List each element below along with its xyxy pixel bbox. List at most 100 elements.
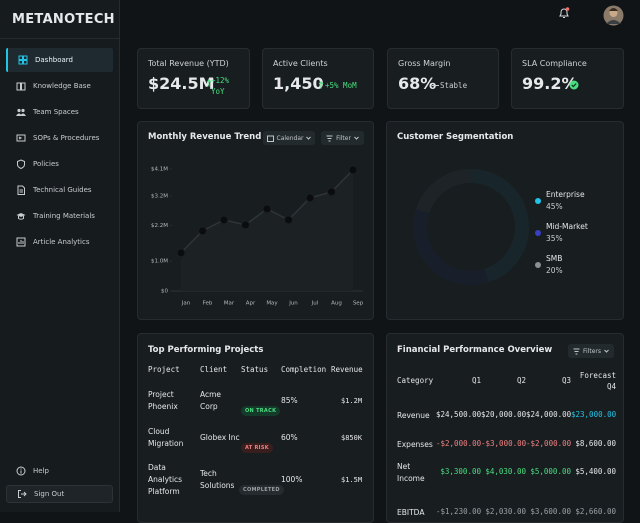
- nav-item[interactable]: SOPs & Procedures: [6, 126, 113, 150]
- cell: $5,400.00: [575, 467, 616, 476]
- x-tick-label: Jun: [288, 301, 298, 307]
- legend-swatch: [535, 198, 541, 204]
- kpi-card: Total Revenue (YTD) $24.5M +12% YoY: [137, 48, 250, 109]
- button-label: Filters: [583, 347, 601, 355]
- cell: Cloud Migration: [148, 427, 184, 448]
- sign-out-button[interactable]: Sign Out: [6, 485, 113, 503]
- cell: $20,000.00: [481, 410, 527, 419]
- nav-item[interactable]: Article Analytics: [6, 230, 113, 254]
- button-label: Calendar: [276, 134, 304, 142]
- page: Metanotech Dashboard {"brand": "METANOTE…: [0, 0, 624, 523]
- nav-item[interactable]: Dashboard: [6, 48, 113, 72]
- column-header: Q2: [516, 376, 526, 385]
- cell: $4,030.00: [485, 467, 526, 476]
- help-link[interactable]: Help: [6, 459, 113, 483]
- nav-label: Sign Out: [34, 490, 65, 498]
- legend-value: 45%: [546, 202, 563, 211]
- x-tick-label: Jan: [181, 301, 191, 307]
- icon: [17, 185, 25, 195]
- legend-label: Enterprise: [546, 190, 585, 199]
- up-arrow: [206, 79, 212, 87]
- badge-text: ON TRACK: [241, 406, 281, 416]
- nav-label: Policies: [33, 160, 59, 168]
- icon: [18, 490, 27, 498]
- nav-label: Training Materials: [33, 212, 95, 220]
- cell: -$3,000.00: [481, 439, 527, 448]
- cell: $1.2M: [341, 397, 363, 405]
- cell: $5,000.00: [530, 467, 571, 476]
- chevron: [354, 136, 359, 140]
- legend-swatch: [535, 230, 541, 236]
- line-chart: $0 $1.0M $2.2M $3.2M $4.1M Jan Feb Mar Apr May Jun…: [151, 165, 364, 307]
- brand[interactable]: METANOTECH: [12, 12, 115, 27]
- financial-card: Financial Performance Overview Filters C…: [386, 333, 624, 523]
- cell: Data Analytics Platform: [148, 463, 183, 496]
- column-header: Forecast Q4: [579, 371, 616, 391]
- card-title: Top Performing Projects: [148, 345, 264, 355]
- kpi-value: $24.5M: [148, 74, 215, 93]
- column-header: Client: [200, 365, 228, 374]
- y-tick-label: $2.2M: [151, 223, 168, 229]
- nav-label: Knowledge Base: [33, 82, 91, 90]
- icon: [326, 135, 333, 141]
- donut-segment: [415, 169, 472, 214]
- cell: $24,500.00: [436, 410, 482, 419]
- card-title: Financial Performance Overview: [397, 345, 553, 355]
- x-tick-label: Feb: [203, 301, 213, 307]
- segmentation-card: Customer Segmentation Enterprise 45% Mid-M…: [386, 121, 624, 320]
- legend-swatch: [535, 262, 541, 268]
- nav-label: Technical Guides: [33, 186, 92, 194]
- point: [198, 226, 207, 236]
- icon: [16, 237, 26, 247]
- nav-item[interactable]: Knowledge Base: [6, 74, 113, 98]
- avatar[interactable]: [603, 5, 624, 26]
- icon: [16, 466, 26, 476]
- x-tick-label: Sep: [353, 301, 364, 307]
- nav-label: Help: [33, 467, 49, 475]
- cell: -$2,000.00: [436, 439, 482, 448]
- nav-item[interactable]: Training Materials: [6, 204, 113, 228]
- donut-segment: [413, 209, 489, 285]
- cell: $8,600.00: [575, 439, 616, 448]
- cell: EBITDA: [397, 508, 425, 517]
- kpi-value: 99.2%: [522, 74, 578, 93]
- icon: [18, 55, 28, 65]
- legend-label: Mid-Market: [546, 222, 588, 231]
- x-tick-label: May: [266, 301, 278, 307]
- y-tick-label: $0: [161, 289, 168, 295]
- badge-text: COMPLETED: [239, 485, 284, 495]
- nav-item[interactable]: Technical Guides: [6, 178, 113, 202]
- nav-item[interactable]: Team Spaces: [6, 100, 113, 124]
- kpi-label: Total Revenue (YTD): [148, 59, 229, 68]
- y-tick-label: $1.0M: [151, 259, 168, 265]
- y-tick-label: $4.1M: [151, 167, 168, 173]
- point: [305, 193, 315, 203]
- calendar-button[interactable]: Calendar: [263, 131, 315, 145]
- x-tick-label: Mar: [224, 301, 235, 307]
- column-header: Revenue: [331, 365, 363, 374]
- cell: $23,000.00: [571, 410, 617, 419]
- financial-table: Category Q1 Q2 Q3 Forecast Q4 Revenue $24,500.…: [387, 334, 623, 522]
- button-label: Filter: [336, 134, 351, 142]
- nav-label: Dashboard: [35, 56, 73, 64]
- legend-label: SMB: [546, 254, 562, 263]
- nav-label: Team Spaces: [33, 108, 79, 116]
- filter-button[interactable]: Filter: [321, 131, 364, 145]
- filters-button[interactable]: Filters: [568, 344, 614, 358]
- card-title: Monthly Revenue Trend: [148, 132, 262, 142]
- cell: Net Income: [397, 462, 425, 483]
- status-badge: COMPLETED: [239, 476, 284, 495]
- kpi-card: Gross Margin 68% Stable: [387, 48, 499, 109]
- column-header: Category: [397, 376, 434, 385]
- cell: Expenses: [397, 440, 433, 449]
- chevron: [306, 136, 312, 140]
- column-header: Q1: [471, 376, 481, 385]
- icon: [16, 82, 26, 91]
- column-header: Project: [148, 365, 180, 374]
- notifications[interactable]: [557, 6, 571, 20]
- nav-item[interactable]: Policies: [6, 152, 113, 176]
- cell: 85%: [281, 396, 298, 405]
- badge-text: AT RISK: [241, 443, 273, 453]
- donut-chart: Enterprise 45% Mid-Market 35% SMB 20%: [413, 169, 588, 285]
- legend-value: 20%: [546, 266, 563, 275]
